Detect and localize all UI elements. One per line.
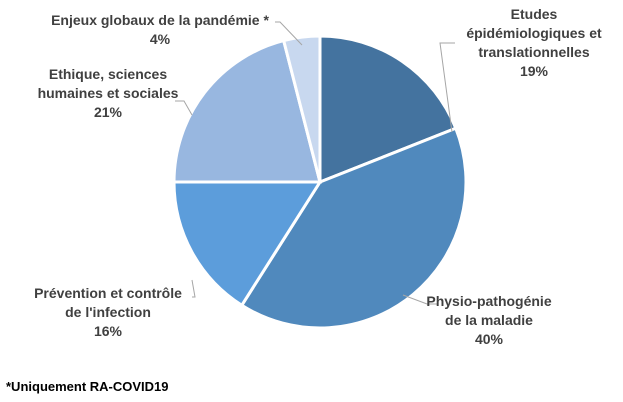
slice-labels: Etudes épidémiologiques et translationnell… xyxy=(34,6,602,347)
slice-label-line: Physio-pathogénie xyxy=(426,293,551,309)
leader-line-3 xyxy=(191,279,196,298)
slice-label-4: Ethique, sciences humaines et sociales 21% xyxy=(38,66,179,120)
leader-line-4 xyxy=(175,100,193,116)
slice-percent: 16% xyxy=(94,323,123,339)
slice-percent: 40% xyxy=(475,331,504,347)
slice-percent: 21% xyxy=(94,104,123,120)
pie-slice-4 xyxy=(172,38,322,184)
slice-label-3: Prévention et contrôle de l'infection 16% xyxy=(34,285,182,339)
pie-slice-2 xyxy=(239,126,468,330)
slice-label-line: humaines et sociales xyxy=(38,85,179,101)
leader-line-1 xyxy=(439,42,455,133)
leader-line-5 xyxy=(275,21,303,46)
pie-slice-5 xyxy=(281,34,322,183)
slice-percent: 19% xyxy=(520,63,549,79)
slice-label-5: Enjeux globaux de la pandémie * 4% xyxy=(51,12,269,47)
slice-label-line: de la maladie xyxy=(445,312,533,328)
slice-label-line: Enjeux globaux de la pandémie * xyxy=(51,12,269,28)
slice-label-line: Ethique, sciences xyxy=(49,66,167,82)
slice-label-line: Prévention et contrôle xyxy=(34,285,182,301)
slice-label-1: Etudes épidémiologiques et translationnell… xyxy=(466,6,602,79)
leader-line-2 xyxy=(402,294,438,305)
slice-label-2: Physio-pathogénie de la maladie 40% xyxy=(426,293,551,347)
slice-percent: 4% xyxy=(150,31,171,47)
slice-label-line: épidémiologiques et xyxy=(466,25,602,41)
leader-lines xyxy=(175,21,455,305)
slice-label-line: de l'infection xyxy=(65,304,151,320)
slice-label-line: translationnelles xyxy=(478,44,589,60)
pie-slice-3 xyxy=(172,180,323,308)
slice-label-line: Etudes xyxy=(511,6,558,22)
pie-slices xyxy=(172,34,468,330)
pie-slice-1 xyxy=(318,34,458,185)
footnote: *Uniquement RA-COVID19 xyxy=(6,379,169,394)
